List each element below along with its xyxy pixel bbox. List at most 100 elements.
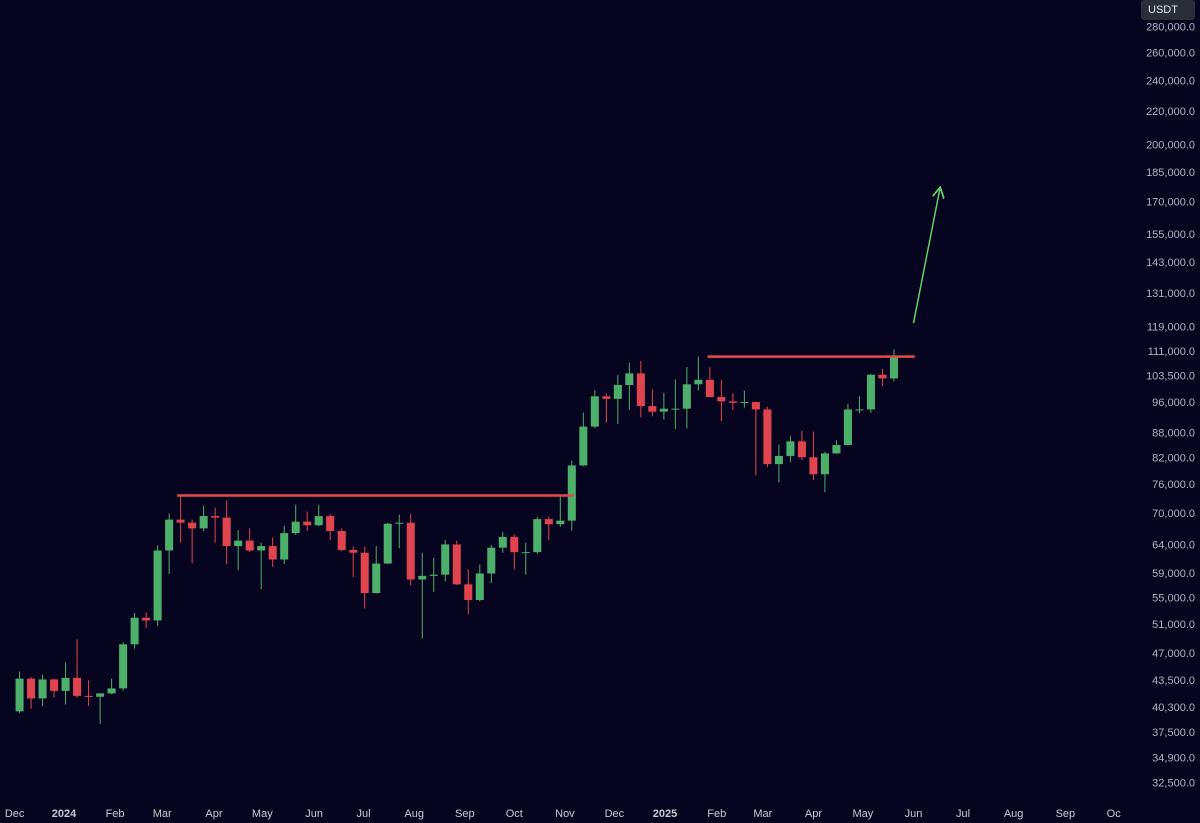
candle-body <box>567 465 576 521</box>
candle-body <box>809 457 818 475</box>
candle-body <box>613 384 622 399</box>
x-tick-label: Jul <box>357 808 371 820</box>
candle-body <box>268 546 277 560</box>
y-tick-label: 70,000.0 <box>1152 508 1195 520</box>
x-tick-label: Mar <box>753 808 772 820</box>
candle-body <box>774 455 783 465</box>
candle-body <box>107 688 116 694</box>
x-tick-label: Feb <box>106 808 125 820</box>
candle-body <box>130 617 139 645</box>
y-tick-label: 260,000.0 <box>1146 47 1195 59</box>
y-tick-label: 64,000.0 <box>1152 539 1195 551</box>
trend-arrow <box>912 188 940 324</box>
candle-body <box>406 522 415 580</box>
candle-body <box>199 516 208 529</box>
y-tick-label: 220,000.0 <box>1146 106 1195 118</box>
x-tick-label: Sep <box>455 808 475 820</box>
candle-body <box>452 544 461 585</box>
candle-body <box>326 516 335 532</box>
candle-body <box>797 441 806 458</box>
candle-body <box>659 408 668 412</box>
candle-body <box>176 519 185 523</box>
x-tick-label: Jun <box>905 808 923 820</box>
candle-body <box>590 396 599 427</box>
candle-body <box>487 547 496 574</box>
candle-body <box>464 584 473 600</box>
candle-body <box>61 677 70 691</box>
candle-body <box>360 552 369 594</box>
candle-body <box>165 519 174 551</box>
candle-body <box>763 409 772 465</box>
candle-body <box>429 574 438 576</box>
candle-body <box>717 397 726 402</box>
candle-body <box>832 445 841 454</box>
x-tick-label: Aug <box>1004 808 1024 820</box>
y-tick-label: 96,000.0 <box>1152 397 1195 409</box>
candle-body <box>383 523 392 564</box>
candle-body <box>314 516 323 526</box>
y-tick-label: 143,000.0 <box>1146 257 1195 269</box>
candle-body <box>671 408 680 410</box>
candle-body <box>533 519 542 553</box>
candle-body <box>280 533 289 560</box>
candle-body <box>682 384 691 409</box>
candle-body <box>602 396 611 399</box>
candle-body <box>820 453 829 475</box>
candle-body <box>188 522 197 529</box>
y-tick-label: 40,300.0 <box>1152 702 1195 714</box>
x-tick-label: 2025 <box>653 808 677 820</box>
x-tick-label: Apr <box>205 808 222 820</box>
candle-body <box>843 409 852 446</box>
candle-body <box>84 695 93 697</box>
y-tick-label: 119,000.0 <box>1147 322 1195 334</box>
candle-body <box>222 517 231 547</box>
currency-label: USDT <box>1148 4 1178 16</box>
candle-body <box>395 522 404 524</box>
y-tick-label: 200,000.0 <box>1146 139 1195 151</box>
candle-body <box>303 521 312 526</box>
y-tick-label: 34,900.0 <box>1152 752 1195 764</box>
y-tick-label: 55,000.0 <box>1152 593 1195 605</box>
candle-body <box>889 356 898 379</box>
x-tick-label: Oct <box>506 808 523 820</box>
x-tick-label: Dec <box>605 808 625 820</box>
x-tick-label: May <box>252 808 273 820</box>
candle-body <box>878 374 887 379</box>
candle-body <box>498 536 507 548</box>
x-tick-label: Dec <box>5 808 25 820</box>
candle-body <box>855 409 864 411</box>
candle-body <box>544 519 553 525</box>
candle-body <box>349 549 358 553</box>
candle-body <box>211 516 220 518</box>
candle-body <box>475 573 484 600</box>
y-tick-label: 155,000.0 <box>1146 229 1195 241</box>
candle-body <box>728 401 737 403</box>
x-tick-label: Aug <box>404 808 424 820</box>
candle-body <box>73 677 82 696</box>
candle-body <box>751 402 760 410</box>
candle-body <box>50 679 59 691</box>
candle-body <box>153 550 162 621</box>
candle-body <box>142 617 151 621</box>
candle-body <box>705 379 714 398</box>
x-tick-label: Jul <box>956 808 970 820</box>
y-tick-label: 111,000.0 <box>1148 346 1195 358</box>
candle-body <box>291 521 300 534</box>
candle-body <box>510 536 519 553</box>
candle-body <box>119 644 128 689</box>
candle-body <box>372 563 381 594</box>
candle-body <box>694 379 703 385</box>
candle-body <box>625 373 634 385</box>
candle-body <box>15 678 24 712</box>
currency-box <box>1141 0 1195 20</box>
y-tick-label: 240,000.0 <box>1146 75 1195 87</box>
candle-body <box>579 426 588 466</box>
y-tick-label: 32,500.0 <box>1152 777 1195 789</box>
candle-body <box>786 441 795 456</box>
candle-body <box>96 693 105 697</box>
x-tick-label: Feb <box>707 808 726 820</box>
x-tick-label: 2024 <box>52 808 77 820</box>
